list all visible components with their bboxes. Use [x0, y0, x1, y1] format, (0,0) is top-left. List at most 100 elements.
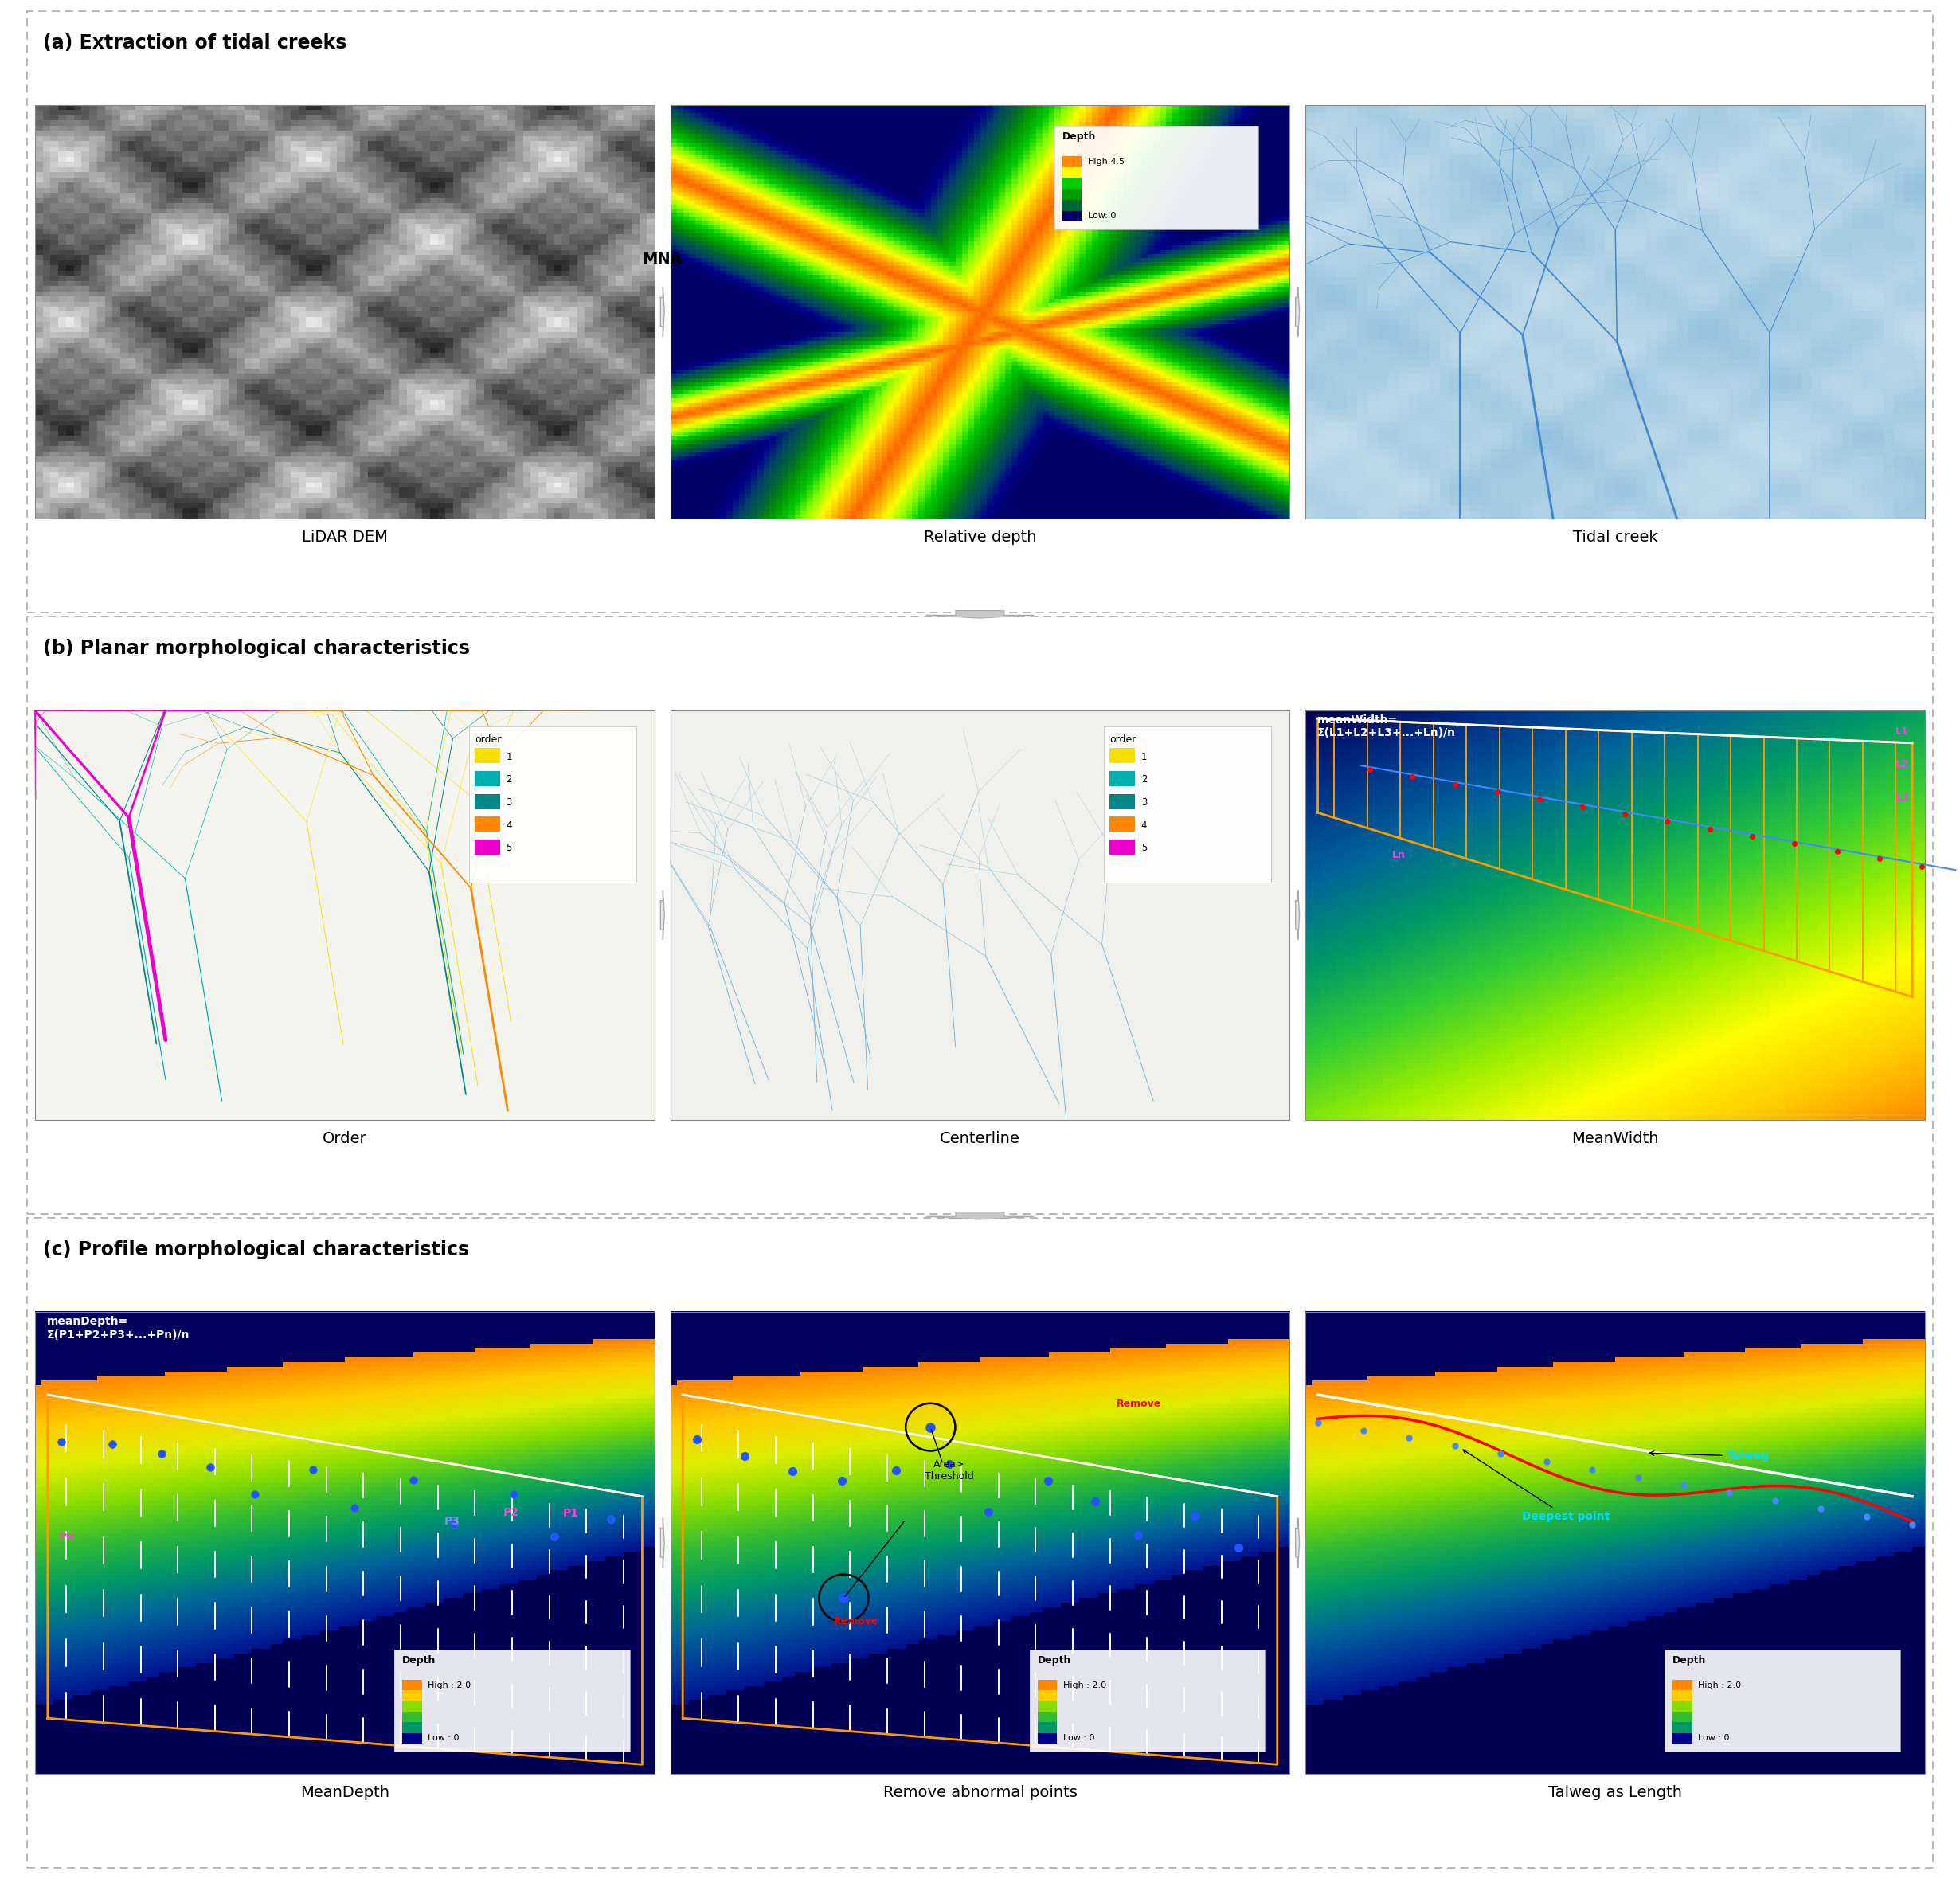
Bar — [1054, 126, 1258, 229]
Polygon shape — [925, 1212, 1035, 1219]
Bar — [468, 727, 637, 883]
Bar — [1062, 167, 1082, 179]
Text: LiDAR DEM: LiDAR DEM — [302, 530, 388, 545]
Bar — [402, 1732, 421, 1744]
Bar — [670, 105, 1290, 519]
Bar — [1029, 1650, 1264, 1751]
Text: (c) Profile morphological characteristics: (c) Profile morphological characteristic… — [43, 1240, 468, 1259]
Text: order: order — [1109, 735, 1137, 744]
Bar — [468, 727, 637, 883]
Text: Remove: Remove — [1117, 1398, 1160, 1409]
Text: order: order — [474, 735, 502, 744]
Text: Low : 0: Low : 0 — [427, 1734, 459, 1742]
Text: Depth: Depth — [1062, 132, 1096, 143]
Bar — [1672, 1723, 1691, 1732]
Bar — [1305, 1312, 1925, 1774]
Text: Area>
Threshold: Area> Threshold — [925, 1460, 974, 1483]
Bar — [1029, 1650, 1264, 1751]
Text: MeanDepth: MeanDepth — [300, 1785, 390, 1800]
Polygon shape — [1296, 1518, 1299, 1567]
Bar — [1109, 817, 1135, 832]
Text: Remove abnormal points: Remove abnormal points — [882, 1785, 1078, 1800]
Text: Talweg: Talweg — [1650, 1451, 1770, 1462]
Bar — [402, 1680, 421, 1691]
Text: Pn: Pn — [59, 1531, 74, 1543]
Bar — [35, 710, 655, 1120]
Bar — [1037, 1700, 1056, 1712]
Bar — [402, 1723, 421, 1732]
Bar — [474, 840, 500, 855]
Text: Depth: Depth — [1037, 1655, 1070, 1665]
Bar — [1037, 1691, 1056, 1700]
Bar — [1062, 156, 1082, 167]
Bar — [1305, 105, 1925, 519]
Bar — [1109, 840, 1135, 855]
Text: Deepest point: Deepest point — [1462, 1451, 1609, 1522]
Bar — [670, 710, 1290, 1120]
Bar — [402, 1700, 421, 1712]
Polygon shape — [661, 287, 664, 336]
Bar — [670, 710, 1290, 1120]
Text: Low: 0: Low: 0 — [1088, 212, 1115, 220]
Bar — [1062, 210, 1082, 222]
Text: Order: Order — [323, 1131, 367, 1146]
Bar — [1037, 1712, 1056, 1723]
Text: L1: L1 — [1895, 727, 1909, 737]
Text: 1: 1 — [506, 752, 512, 761]
Text: Relative depth: Relative depth — [923, 530, 1037, 545]
Text: Tidal creek: Tidal creek — [1572, 530, 1658, 545]
Bar — [670, 1312, 1290, 1774]
Text: L2: L2 — [1895, 759, 1909, 770]
Text: (b) Planar morphological characteristics: (b) Planar morphological characteristics — [43, 639, 470, 658]
Bar — [1037, 1732, 1056, 1744]
Text: 2: 2 — [506, 774, 512, 785]
Bar — [35, 1312, 655, 1774]
Bar — [1305, 105, 1925, 519]
Bar — [1664, 1650, 1899, 1751]
Bar — [474, 795, 500, 810]
Text: P3: P3 — [445, 1516, 461, 1526]
Bar — [1664, 1650, 1899, 1751]
Text: Depth: Depth — [402, 1655, 435, 1665]
Polygon shape — [1296, 891, 1299, 940]
Text: P2: P2 — [504, 1507, 519, 1518]
Bar — [1062, 179, 1082, 190]
Bar — [1672, 1680, 1691, 1691]
Text: 5: 5 — [1141, 844, 1147, 853]
Bar — [1672, 1712, 1691, 1723]
Bar — [1062, 199, 1082, 210]
Bar — [394, 1650, 629, 1751]
Text: Low : 0: Low : 0 — [1062, 1734, 1094, 1742]
Text: 3: 3 — [506, 797, 512, 808]
Bar — [1062, 190, 1082, 199]
Bar — [1037, 1723, 1056, 1732]
Text: meanWidth=
Σ(L1+L2+L3+...+Ln)/n: meanWidth= Σ(L1+L2+L3+...+Ln)/n — [1317, 714, 1456, 738]
Text: High : 2.0: High : 2.0 — [427, 1682, 470, 1689]
Bar — [402, 1712, 421, 1723]
Bar — [1305, 710, 1925, 1120]
Bar — [474, 770, 500, 785]
Text: Remove: Remove — [833, 1616, 878, 1627]
Polygon shape — [661, 891, 664, 940]
Text: (a) Extraction of tidal creeks: (a) Extraction of tidal creeks — [43, 34, 347, 53]
Bar — [402, 1691, 421, 1700]
Text: 1: 1 — [1141, 752, 1147, 761]
Bar — [394, 1650, 629, 1751]
Text: 2: 2 — [1141, 774, 1147, 785]
Text: High : 2.0: High : 2.0 — [1697, 1682, 1740, 1689]
Bar — [1672, 1691, 1691, 1700]
Bar — [474, 748, 500, 763]
Bar — [1054, 126, 1258, 229]
Bar — [1109, 748, 1135, 763]
Bar — [1672, 1732, 1691, 1744]
Text: Depth: Depth — [1672, 1655, 1705, 1665]
Bar — [474, 817, 500, 832]
Text: Talweg as Length: Talweg as Length — [1548, 1785, 1682, 1800]
Polygon shape — [925, 611, 1035, 618]
Bar — [1672, 1700, 1691, 1712]
Bar — [1305, 1312, 1925, 1774]
Bar — [35, 105, 655, 519]
Text: Low : 0: Low : 0 — [1697, 1734, 1729, 1742]
Bar — [35, 710, 655, 1120]
Bar — [670, 105, 1290, 519]
